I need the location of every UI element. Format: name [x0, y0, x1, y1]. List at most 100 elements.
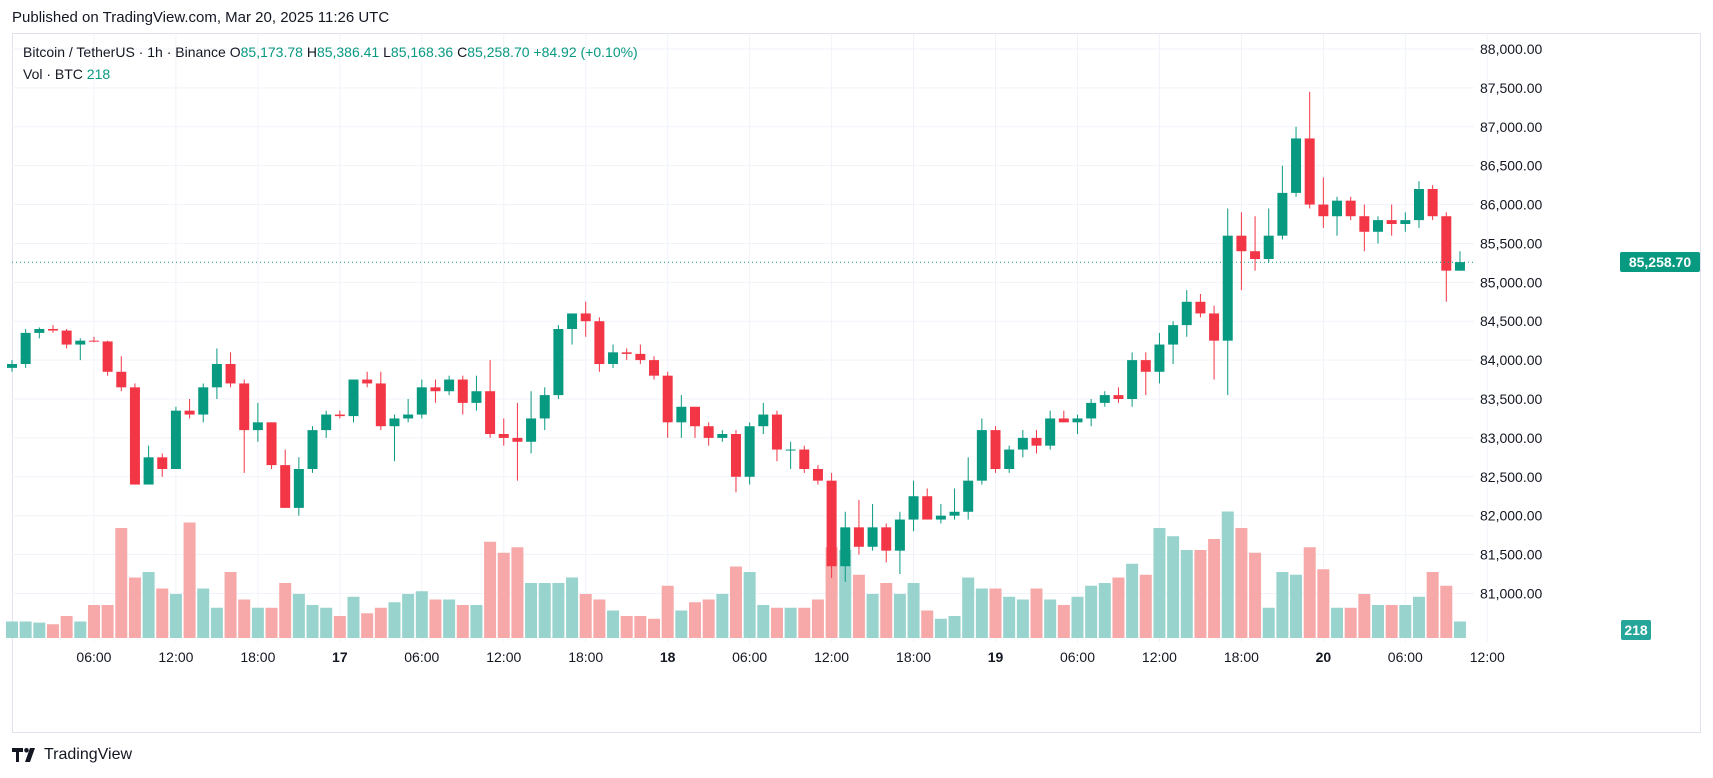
candle-body — [580, 313, 591, 322]
x-tick-label: 18 — [660, 649, 676, 665]
volume-bar — [197, 588, 210, 638]
volume-bar — [675, 610, 688, 638]
close-value: 85,258.70 — [467, 44, 530, 60]
candle-body — [457, 379, 468, 403]
candle-body — [485, 391, 496, 434]
volume-bar — [1194, 550, 1207, 638]
candle-body — [7, 364, 17, 368]
volume-bar — [402, 594, 415, 638]
volume-bar — [292, 594, 305, 638]
candle-body — [1277, 192, 1288, 236]
high-key: H — [306, 44, 317, 60]
last-volume-tag: 218 — [1621, 620, 1651, 640]
volume-bar — [1221, 511, 1234, 638]
candle-body — [894, 519, 905, 551]
volume-bar — [265, 607, 278, 638]
candle-body — [102, 341, 113, 372]
x-tick-label: 12:00 — [486, 649, 521, 665]
x-tick-label: 18:00 — [896, 649, 931, 665]
volume-bar — [443, 599, 456, 638]
candle-body — [1236, 235, 1247, 252]
high-value: 85,386.41 — [316, 44, 380, 60]
volume-bar — [361, 613, 374, 638]
volume-bar — [1249, 552, 1262, 638]
candle-body — [812, 469, 823, 481]
volume-bar — [1276, 572, 1289, 638]
candle-body — [1318, 204, 1329, 217]
candle-body — [1373, 220, 1383, 232]
y-tick-label: 83,000.00 — [1480, 430, 1542, 446]
volume-bar — [33, 622, 46, 638]
candle-body — [211, 364, 222, 388]
candle-body — [976, 430, 987, 481]
candle-body — [730, 434, 741, 477]
volume-bar — [224, 572, 237, 638]
volume-bar — [511, 547, 524, 638]
candle-body — [1400, 220, 1411, 224]
volume-bar — [306, 605, 319, 638]
y-tick-label: 85,500.00 — [1480, 235, 1542, 251]
volume-bar — [1071, 596, 1084, 638]
volume-bar — [1262, 607, 1275, 638]
candle-body — [1209, 313, 1220, 341]
volume-bar — [60, 616, 73, 638]
volume-bar — [1303, 547, 1316, 638]
candle-body — [1441, 216, 1452, 271]
volume-bar — [456, 605, 469, 638]
volume-bar — [1139, 574, 1152, 638]
candle-body — [649, 360, 660, 376]
x-tick-label: 20 — [1316, 649, 1332, 665]
volume-bar — [1235, 528, 1248, 638]
candle-body — [34, 329, 45, 333]
volume-legend: Vol · BTC 218 — [23, 66, 110, 82]
candle-body — [744, 426, 755, 477]
candle-body — [594, 321, 605, 364]
volume-bar — [1098, 583, 1111, 638]
volume-bar — [1426, 572, 1439, 638]
x-tick-label: 18:00 — [1224, 649, 1259, 665]
x-tick-label: 06:00 — [1388, 649, 1423, 665]
volume-bar — [825, 547, 838, 638]
candle-body — [170, 410, 181, 469]
candle-body — [1345, 200, 1356, 217]
candle-body — [389, 418, 400, 427]
candle-body — [1304, 138, 1315, 205]
candle-body — [922, 496, 933, 520]
volume-bar — [839, 550, 852, 638]
candle-body — [1195, 301, 1206, 314]
volume-bar — [1412, 596, 1425, 638]
volume-bar — [661, 585, 674, 638]
volume-bar — [989, 588, 1002, 638]
volume-bar — [128, 577, 141, 638]
chart-frame[interactable] — [12, 33, 1701, 733]
volume-bar — [948, 616, 961, 638]
candle-body — [758, 414, 769, 427]
volume-bar — [1016, 599, 1029, 638]
candle-body — [567, 313, 578, 329]
volume-bar — [1372, 605, 1384, 638]
volume-bar — [1167, 536, 1180, 638]
y-tick-label: 83,500.00 — [1480, 391, 1542, 407]
candle-body — [963, 480, 974, 512]
candle-body — [184, 410, 195, 415]
volume-bar — [962, 577, 975, 638]
volume-bar — [593, 599, 606, 638]
open-key: O — [229, 44, 241, 60]
candle-body — [840, 527, 851, 567]
volume-bar — [484, 541, 497, 638]
volume-bar — [634, 616, 647, 638]
candle-body — [334, 414, 345, 417]
x-tick-label: 17 — [332, 649, 348, 665]
candle-body — [1250, 251, 1261, 259]
y-tick-label: 85,000.00 — [1480, 274, 1542, 290]
footer-brand[interactable]: TradingView — [12, 746, 132, 764]
volume-bar — [470, 605, 483, 638]
candle-body — [1332, 200, 1343, 217]
symbol-label: Bitcoin / TetherUS · 1h · Binance — [23, 44, 226, 60]
volume-bar — [169, 594, 182, 638]
candle-body — [785, 449, 796, 451]
candle-body — [1031, 437, 1042, 446]
volume-bar — [1112, 577, 1125, 638]
candle-body — [498, 434, 509, 438]
